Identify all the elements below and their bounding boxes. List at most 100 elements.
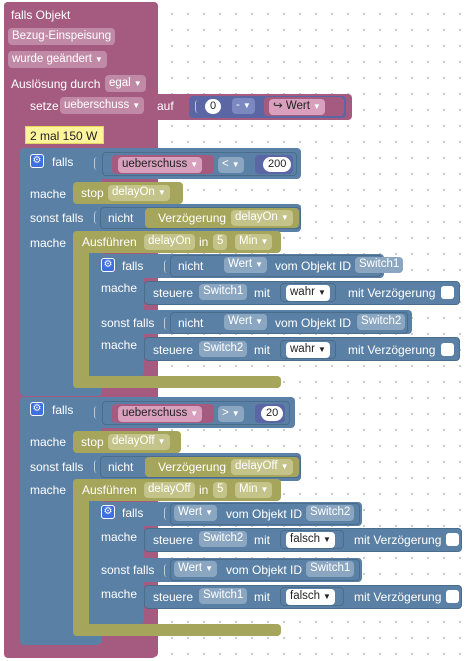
if2-sep2 bbox=[94, 460, 98, 473]
trigger-bottom-bar bbox=[4, 648, 156, 658]
verz-label: Verzögerung bbox=[158, 211, 227, 225]
timeout-unit-dropdown[interactable]: Min ▼ bbox=[235, 234, 273, 250]
inner1-val2-dropdown[interactable]: wahr ▼ bbox=[286, 342, 330, 358]
inner1-vom2: vom Objekt ID bbox=[275, 316, 352, 330]
gear-icon[interactable]: ⚙ bbox=[30, 154, 44, 168]
stop2-label: stop bbox=[81, 435, 104, 449]
inner2-id2[interactable]: Switch1 bbox=[306, 561, 355, 577]
if2-nicht: nicht bbox=[108, 460, 134, 474]
inner1-mache2: mache bbox=[101, 338, 138, 352]
if1-mache2: mache bbox=[30, 236, 67, 250]
inner2-falls: falls bbox=[122, 506, 144, 520]
inner2-sw2[interactable]: Switch1 bbox=[199, 588, 248, 604]
inner2-val1-dropdown[interactable]: falsch ▼ bbox=[286, 532, 335, 548]
inner1-nicht: nicht bbox=[178, 259, 204, 273]
stop2-timer-dropdown[interactable]: delayOff ▼ bbox=[108, 434, 170, 450]
inner1-sep2 bbox=[164, 317, 168, 330]
inner1-id2[interactable]: Switch2 bbox=[357, 314, 406, 330]
if1-op-dropdown[interactable]: < ▼ bbox=[218, 157, 244, 173]
set-value-input[interactable]: 0 bbox=[205, 99, 222, 114]
verz-timer-dropdown[interactable]: delayOn ▼ bbox=[231, 210, 293, 226]
inner2-steuere2: steuere bbox=[153, 590, 194, 604]
if1-nicht: nicht bbox=[108, 211, 134, 225]
gear-icon-if2[interactable]: ⚙ bbox=[30, 402, 44, 416]
timeout2-n[interactable]: 5 bbox=[213, 482, 228, 498]
set-wert-dropdown[interactable]: ↪ Wert ▼ bbox=[269, 99, 325, 115]
if1-num-input[interactable]: 200 bbox=[263, 157, 292, 172]
timeout2-unit-dropdown[interactable]: Min ▼ bbox=[235, 482, 273, 498]
timeout2-block[interactable] bbox=[73, 479, 89, 636]
timeout-block[interactable] bbox=[73, 231, 89, 388]
inner2-wert2-dropdown[interactable]: Wert ▼ bbox=[174, 561, 217, 577]
trigger-value-dropdown[interactable]: egal ▼ bbox=[105, 75, 146, 92]
inner2-delay-checkbox[interactable] bbox=[446, 533, 459, 546]
trigger-object-dropdown[interactable]: Bezug-Einspeisung bbox=[8, 28, 116, 45]
inner1-delay2: mit Verzögerung bbox=[348, 343, 436, 357]
inner2-vom: vom Objekt ID bbox=[226, 507, 303, 521]
if1-sep2 bbox=[94, 211, 98, 224]
if2-num-input[interactable]: 20 bbox=[261, 406, 284, 421]
inner2-delay2-checkbox[interactable] bbox=[446, 590, 459, 603]
set-sep bbox=[195, 100, 199, 113]
if2-sonst: sonst falls bbox=[30, 460, 84, 474]
if2-var-dropdown[interactable]: ueberschuss ▼ bbox=[118, 406, 203, 422]
timeout-n[interactable]: 5 bbox=[213, 234, 228, 250]
inner2-mache2: mache bbox=[101, 587, 138, 601]
set-var-dropdown[interactable]: ueberschuss ▼ bbox=[60, 97, 145, 114]
inner1-delay2-checkbox[interactable] bbox=[441, 343, 454, 356]
inner2-wert-dropdown[interactable]: Wert ▼ bbox=[174, 505, 217, 521]
inner2-delay: mit Verzögerung bbox=[354, 533, 442, 547]
inner2-mit2: mit bbox=[254, 590, 270, 604]
inner2-steuere: steuere bbox=[153, 533, 194, 547]
inner1-mit: mit bbox=[254, 286, 270, 300]
verz2-timer-dropdown[interactable]: delayOff ▼ bbox=[231, 459, 293, 475]
comment-text: 2 mal 150 W bbox=[30, 129, 98, 143]
timeout2-bottom bbox=[73, 624, 281, 636]
inner2-mache: mache bbox=[101, 530, 138, 544]
timeout-label: Ausführen bbox=[82, 235, 137, 249]
inner1-sonst: sonst falls bbox=[101, 316, 155, 330]
inner2-if-bottom bbox=[92, 614, 144, 624]
inner2-id1[interactable]: Switch2 bbox=[306, 505, 355, 521]
inner1-steuere2: steuere bbox=[153, 343, 194, 357]
timeout-bottom bbox=[73, 376, 281, 388]
inner1-id1[interactable]: Switch1 bbox=[355, 257, 404, 273]
if2-op-dropdown[interactable]: > ▼ bbox=[218, 406, 244, 422]
inner1-wert2-dropdown[interactable]: Wert ▼ bbox=[224, 314, 267, 330]
stop-timer-dropdown[interactable]: delayOn ▼ bbox=[108, 185, 170, 201]
if1-var-dropdown[interactable]: ueberschuss ▼ bbox=[118, 157, 203, 173]
inner2-delay2: mit Verzögerung bbox=[354, 590, 442, 604]
if2-bottom bbox=[20, 635, 100, 645]
trigger-event-dropdown[interactable]: wurde geändert ▼ bbox=[8, 51, 107, 68]
gear-icon-inner1[interactable]: ⚙ bbox=[101, 258, 115, 272]
inner1-val1-dropdown[interactable]: wahr ▼ bbox=[286, 285, 330, 301]
timeout2-timer[interactable]: delayOff bbox=[144, 482, 195, 498]
inner2-sonst: sonst falls bbox=[101, 563, 155, 577]
gear-icon-inner2[interactable]: ⚙ bbox=[101, 505, 115, 519]
set-to-label: auf bbox=[157, 99, 174, 113]
inner2-val2-dropdown[interactable]: falsch ▼ bbox=[286, 589, 335, 605]
inner2-mit: mit bbox=[254, 533, 270, 547]
stop-label: stop bbox=[81, 186, 104, 200]
inner1-falls: falls bbox=[122, 259, 144, 273]
timeout2-in: in bbox=[199, 483, 209, 497]
inner1-sw2[interactable]: Switch2 bbox=[199, 341, 248, 357]
inner2-sep bbox=[164, 507, 168, 520]
if2-mache: mache bbox=[30, 435, 67, 449]
set-op-dropdown[interactable]: - ▼ bbox=[232, 98, 255, 114]
if2-falls: falls bbox=[52, 403, 74, 417]
inner2-sep2 bbox=[164, 564, 168, 577]
if1-falls: falls bbox=[52, 155, 74, 169]
inner2-vom2: vom Objekt ID bbox=[226, 563, 303, 577]
inner1-nicht2: nicht bbox=[178, 316, 204, 330]
inner1-delay-checkbox[interactable] bbox=[441, 286, 454, 299]
inner2-sw1[interactable]: Switch2 bbox=[199, 531, 248, 547]
inner1-sw1[interactable]: Switch1 bbox=[199, 284, 248, 300]
inner1-mache: mache bbox=[101, 281, 138, 295]
timeout-timer[interactable]: delayOn bbox=[144, 234, 195, 250]
comment-box[interactable] bbox=[25, 126, 104, 144]
if2-sep bbox=[94, 406, 98, 419]
inner1-wert-dropdown[interactable]: Wert ▼ bbox=[224, 257, 267, 273]
if2-mache2: mache bbox=[30, 483, 67, 497]
inner1-mit2: mit bbox=[254, 343, 270, 357]
